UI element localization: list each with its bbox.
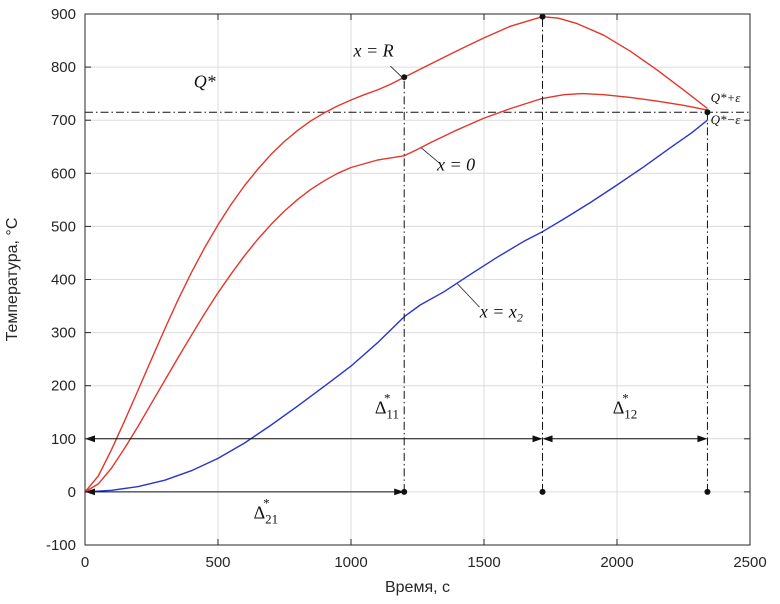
delta-interval-label: Δ11*	[375, 390, 399, 421]
y-tick-label: 0	[68, 484, 76, 501]
arrowhead-icon	[542, 435, 553, 443]
curve-label-leader-line	[420, 147, 441, 165]
epsilon-band-label: Q*−ε	[711, 112, 742, 127]
arrowhead-icon	[394, 488, 405, 496]
y-tick-label: 900	[51, 6, 76, 23]
curve-label-leader-line	[390, 65, 406, 81]
delta-interval-label: Δ21*	[254, 495, 279, 526]
y-tick-label: 200	[51, 378, 76, 395]
y-tick-label: 100	[51, 431, 76, 448]
x-tick-label: 1500	[467, 554, 500, 571]
y-tick-label: 700	[51, 112, 76, 129]
y-tick-label: 800	[51, 59, 76, 76]
x-tick-label: 2000	[600, 554, 633, 571]
x-axis-title: Время, с	[385, 579, 450, 596]
y-tick-label: 600	[51, 165, 76, 182]
x-tick-label: 2500	[733, 554, 766, 571]
y-axis-title: Температура, °C	[4, 218, 21, 342]
arrowhead-icon	[532, 435, 543, 443]
event-dot-bottom	[704, 488, 711, 495]
y-tick-label: 500	[51, 218, 76, 235]
series-curve-x-R	[84, 16, 708, 493]
series-curve-x-x2	[84, 119, 708, 493]
epsilon-band-label: Q*+ε	[711, 90, 742, 105]
y-tick-label: 400	[51, 272, 76, 289]
y-tick-label: 300	[51, 325, 76, 342]
curve-label: x = R	[353, 40, 394, 60]
x-tick-label: 1000	[334, 554, 367, 571]
delta-interval-label: Δ12*	[613, 390, 638, 421]
x-tick-label: 0	[81, 554, 89, 571]
event-dot-top	[704, 109, 711, 116]
event-dot-top	[401, 74, 408, 81]
event-dot-top	[539, 13, 546, 20]
curve-label: x = 0	[436, 155, 475, 175]
x-tick-label: 500	[205, 554, 230, 571]
y-tick-label: -100	[46, 537, 76, 554]
curve-label-leader-line	[457, 283, 480, 308]
event-dot-bottom	[539, 488, 546, 495]
q-star-label: Q*	[194, 71, 216, 91]
arrowhead-icon	[697, 435, 708, 443]
curve-label: x = x2	[479, 302, 523, 325]
series-curve-x-0	[84, 92, 708, 493]
